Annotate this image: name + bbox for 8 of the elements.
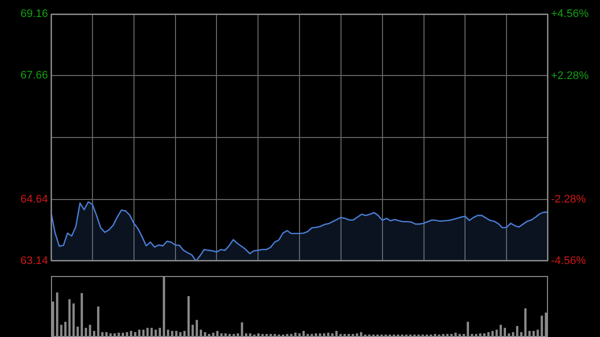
- y-tick-label: 69.16: [20, 8, 48, 20]
- y2-tick-label: -2.28%: [551, 193, 586, 206]
- y-tick-label: 64.64: [20, 193, 48, 206]
- y-tick-label: 67.66: [20, 70, 48, 82]
- y2-tick-label: -4.56%: [551, 255, 586, 268]
- y2-tick-label: +2.28%: [551, 70, 589, 82]
- y2-tick-label: +4.56%: [551, 8, 589, 20]
- y-tick-label: 63.14: [20, 255, 48, 268]
